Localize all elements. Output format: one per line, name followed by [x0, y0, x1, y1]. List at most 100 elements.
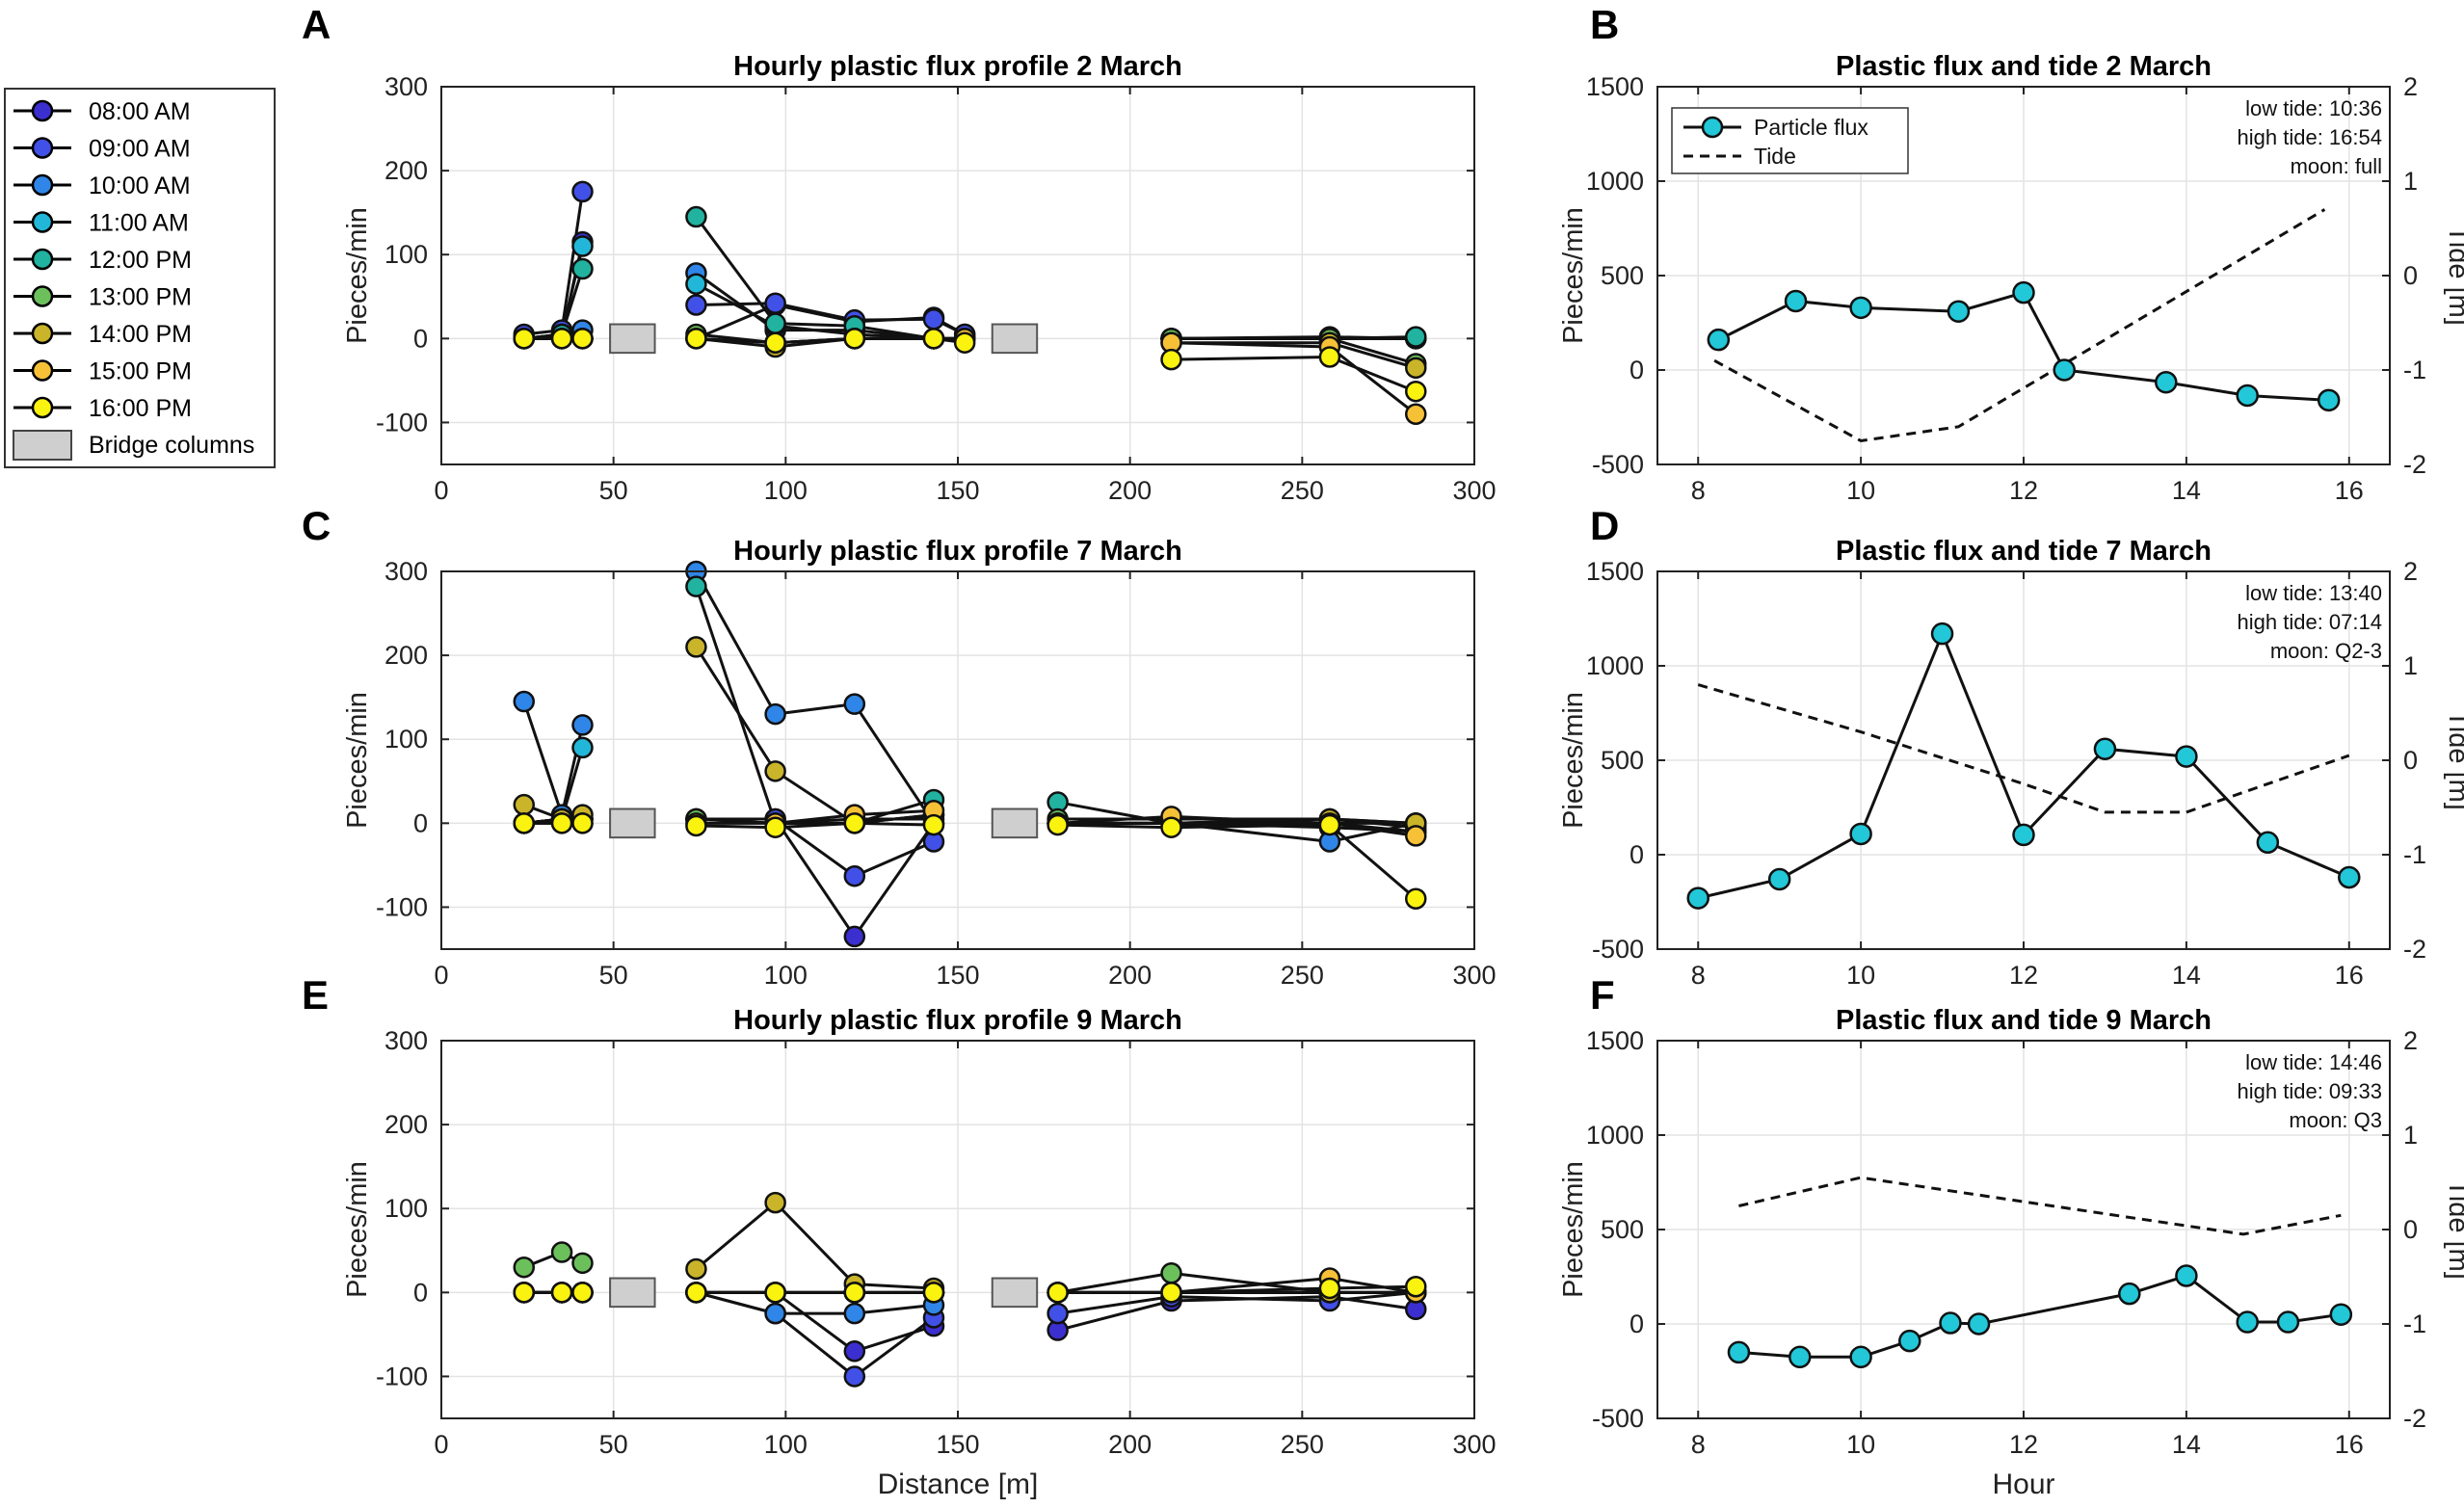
x-tick-label-1: 50	[599, 476, 628, 505]
y-tick-label-2: 100	[384, 725, 428, 754]
legend-marker-2	[31, 173, 54, 197]
x-tick-label-5: 250	[1281, 1430, 1324, 1459]
point-2-1-1	[764, 1302, 786, 1325]
y-tick-label-3: 1000	[1586, 651, 1644, 680]
point-8-1-2	[843, 1282, 866, 1304]
point-8-0-0	[513, 812, 536, 834]
y-tick-label-2: 500	[1601, 1215, 1644, 1244]
point-4-1-0	[685, 575, 707, 597]
point-1-1-1	[764, 292, 786, 314]
bridge-column-0	[609, 1277, 656, 1309]
flux-point-0	[1727, 1340, 1751, 1364]
x-tick-label-3: 150	[936, 1430, 979, 1459]
flux-point-6	[2155, 370, 2178, 394]
series-line-2-1	[695, 570, 936, 825]
chart-title: Hourly plastic flux profile 2 March	[733, 51, 1182, 82]
point-8-1-4	[953, 331, 976, 354]
x-axis-label: Hour	[1992, 1468, 2054, 1500]
point-8-2-1	[1160, 1282, 1182, 1304]
x-tick-label-3: 150	[936, 961, 979, 990]
point-4-1-1	[764, 312, 786, 334]
x-tick-label-2: 100	[764, 961, 808, 990]
y-axis-label: Pieces/min	[342, 692, 373, 829]
point-8-0-2	[571, 1282, 594, 1304]
y-right-tick-label-1: -1	[2403, 840, 2426, 869]
info-text-2: moon: Q3	[2289, 1108, 2382, 1132]
point-1-1-3	[922, 308, 945, 331]
flux-point-8	[2317, 388, 2341, 412]
y-right-tick-label-0: -2	[2403, 450, 2426, 479]
point-8-2-3	[1405, 1275, 1427, 1298]
legend-marker-3	[31, 211, 54, 233]
y-axis-label: Pieces/min	[1558, 1161, 1589, 1298]
bridge-column-0	[609, 323, 656, 355]
point-6-1-0	[685, 636, 707, 658]
y-tick-label-2: 500	[1601, 261, 1644, 290]
x-tick-label-1: 10	[1846, 1430, 1875, 1459]
x-tick-label-0: 0	[434, 476, 448, 505]
y-right-tick-label-3: 1	[2403, 651, 2418, 680]
flux-point-7	[2256, 831, 2280, 855]
point-0-1-2	[843, 925, 866, 948]
tide-legend-label: Tide	[1754, 144, 1796, 169]
y-right-tick-label-3: 1	[2403, 1121, 2418, 1150]
flux-point-1	[1788, 1345, 1812, 1369]
x-tick-label-0: 0	[434, 961, 448, 990]
legend-label-2: 10:00 AM	[89, 172, 191, 199]
x-tick-label-3: 14	[2172, 476, 2201, 505]
y-axis-label: Pieces/min	[342, 1161, 373, 1298]
series-line-8-2	[1057, 1284, 1417, 1294]
point-3-1-0	[685, 273, 707, 295]
flux-point-3	[1947, 300, 1971, 323]
flux-point-0	[1707, 328, 1731, 352]
y-tick-label-2: 100	[384, 240, 428, 269]
y-tick-label-0: -500	[1592, 1404, 1644, 1433]
point-8-0-2	[571, 328, 594, 350]
flux-point-1	[1767, 867, 1791, 891]
y-tick-label-1: 0	[413, 808, 428, 837]
point-8-1-0	[685, 328, 707, 350]
x-tick-label-3: 150	[936, 476, 979, 505]
point-8-1-0	[685, 814, 707, 837]
y-right-tick-label-1: -1	[2403, 1310, 2426, 1338]
flux-point-2	[1849, 822, 1872, 846]
info-text-1: high tide: 07:14	[2238, 610, 2382, 634]
y-right-tick-label-0: -2	[2403, 1404, 2426, 1433]
x-tick-label-1: 50	[599, 1430, 628, 1459]
point-2-0-0	[513, 690, 536, 713]
legend-bridge-label: Bridge columns	[89, 432, 254, 459]
panel-letter-C: C	[302, 503, 331, 548]
panel-letter-D: D	[1590, 503, 1619, 548]
chart-title: Plastic flux and tide 2 March	[1836, 51, 2212, 82]
point-7-2-3	[1405, 825, 1427, 847]
point-8-1-3	[922, 328, 945, 350]
y-tick-label-4: 1500	[1586, 557, 1644, 586]
legend-label-4: 12:00 PM	[89, 247, 192, 274]
point-8-2-1	[1318, 346, 1341, 368]
y-tick-label-0: -100	[376, 1362, 428, 1390]
y-right-tick-label-1: -1	[2403, 356, 2426, 384]
chart-panel-a: 0 50 100 150 200 250 300 -100 0 100 200 300 Hourly p…	[342, 51, 1497, 505]
info-text-2: moon: Q2-3	[2270, 639, 2382, 663]
info-text-1: high tide: 09:33	[2238, 1079, 2382, 1103]
point-8-2-2	[1318, 813, 1341, 836]
info-text-0: low tide: 14:46	[2245, 1050, 2382, 1074]
point-6-1-1	[764, 1191, 786, 1214]
chart-title: Hourly plastic flux profile 7 March	[733, 536, 1182, 567]
point-8-1-1	[764, 331, 786, 354]
point-4-2-2	[1405, 326, 1427, 348]
flux-point-8	[2236, 1310, 2259, 1334]
point-6-0-0	[513, 793, 536, 816]
point-2-1-2	[843, 1302, 866, 1325]
legend-label-0: 08:00 AM	[89, 98, 191, 125]
series-line-6-1	[695, 1201, 935, 1290]
y-right-tick-label-4: 2	[2403, 557, 2418, 586]
legend-label-5: 13:00 PM	[89, 284, 192, 311]
point-2-0-2	[571, 714, 594, 736]
flux-point-10	[2329, 1303, 2353, 1326]
flux-point-8	[2338, 865, 2361, 889]
info-text-1: high tide: 16:54	[2238, 125, 2382, 149]
x-tick-label-4: 16	[2335, 476, 2364, 505]
